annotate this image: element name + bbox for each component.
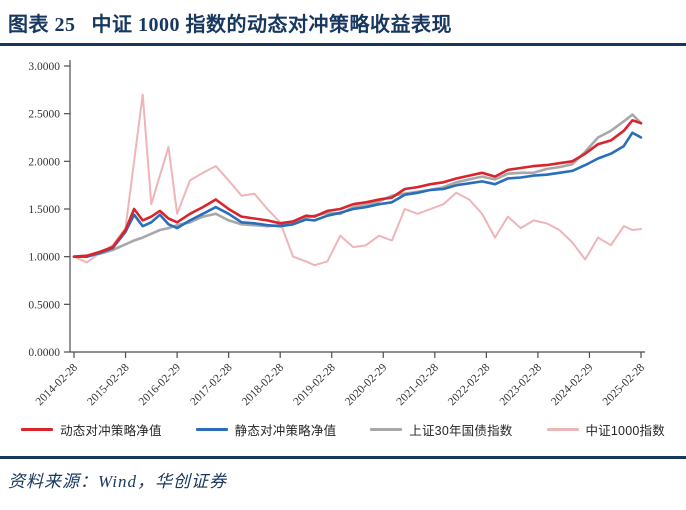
- y-tick-label: 2.5000: [28, 109, 60, 121]
- legend-item: 动态对冲策略净值: [21, 420, 162, 439]
- figure-title-text: 中证 1000 指数的动态对冲策略收益表现: [91, 14, 452, 36]
- y-tick-label: 0.0000: [28, 347, 60, 359]
- legend-label: 上证30年国债指数: [409, 423, 513, 438]
- source-note: 资料来源：Wind，华创证券: [8, 472, 227, 491]
- series-line-3: [72, 119, 643, 258]
- y-tick-label: 0.5000: [28, 299, 60, 311]
- x-tick-label: 2025-02-28: [601, 361, 648, 408]
- y-tick-label: 3.0000: [28, 61, 60, 73]
- legend-label: 中证1000指数: [585, 423, 665, 438]
- series-line-1: [72, 113, 643, 258]
- legend-label: 静态对冲策略净值: [234, 423, 337, 438]
- x-tick-label: 2023-02-28: [498, 361, 545, 408]
- x-tick-label: 2019-02-28: [291, 361, 338, 408]
- bottom-divider: [0, 456, 686, 459]
- x-tick-label: 2022-02-28: [446, 361, 493, 408]
- y-tick-label: 2.0000: [28, 156, 60, 168]
- legend-item: 静态对冲策略净值: [195, 420, 337, 439]
- x-tick-label: 2020-02-29: [343, 361, 390, 408]
- figure-title: 图表 25 中证 1000 指数的动态对冲策略收益表现: [0, 0, 686, 43]
- x-tick-label: 2018-02-28: [240, 361, 287, 408]
- x-axis-ticks: 2014-02-28 2015-02-28 2016-02-29 2017-02-28…: [34, 352, 648, 408]
- y-tick-label: 1.5000: [28, 204, 60, 216]
- legend-line-marker: [21, 427, 54, 431]
- legend-item: 上证30年国债指数: [370, 420, 512, 439]
- series-line-2: [72, 131, 643, 258]
- line-chart: 0.0000 0.5000 1.0000 1.5000 2.0000 2.5000 3.00…: [28, 60, 648, 408]
- top-divider: [0, 43, 686, 46]
- chart-area: 0.0000 0.5000 1.0000 1.5000 2.0000 2.5000 3.00…: [0, 46, 686, 442]
- x-tick-label: 2017-02-28: [188, 361, 235, 408]
- legend-line-marker: [370, 427, 403, 431]
- y-tick-label: 1.0000: [28, 252, 60, 264]
- legend-line-marker: [195, 427, 228, 431]
- legend-line-marker: [546, 427, 579, 431]
- figure-number: 图表 25: [8, 14, 76, 36]
- x-tick-label: 2014-02-28: [34, 361, 81, 408]
- legend-label: 动态对冲策略净值: [60, 423, 162, 438]
- x-tick-label: 2016-02-29: [137, 361, 184, 408]
- y-axis-ticks: 0.0000 0.5000 1.0000 1.5000 2.0000 2.5000 3.00…: [28, 61, 70, 359]
- x-tick-label: 2024-02-29: [549, 361, 596, 408]
- series-line-0: [73, 93, 642, 267]
- axes: [69, 60, 645, 353]
- x-tick-label: 2015-02-28: [85, 361, 132, 408]
- x-tick-label: 2021-02-28: [395, 361, 442, 408]
- legend-item: 中证1000指数: [546, 420, 665, 439]
- chart-legend: 动态对冲策略净值 静态对冲策略净值 上证30年国债指数 中证1000指数: [0, 416, 686, 442]
